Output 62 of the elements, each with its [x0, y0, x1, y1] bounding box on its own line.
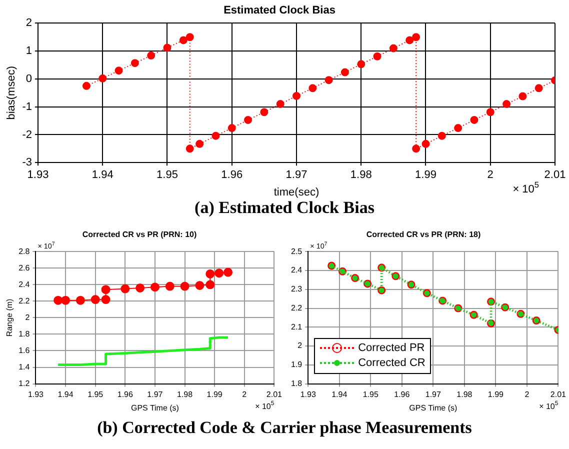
y-tick-label: 1.2: [18, 379, 30, 388]
x-tick-label: 1.97: [147, 390, 164, 399]
chart-title: Estimated Clock Bias: [224, 4, 336, 17]
x-tick-label: 1.94: [332, 390, 348, 399]
x-tick-label: 1.94: [92, 169, 114, 182]
legend-label: Corrected PR: [358, 340, 425, 356]
x-tick-label: 1.99: [415, 169, 436, 182]
y-tick-label: 1: [26, 45, 32, 58]
x-tick-label: 1.95: [88, 390, 104, 399]
x-tick-label: 2: [487, 169, 494, 182]
x-tick-label: 1.95: [362, 390, 379, 399]
y-axis-title: Range (m): [5, 298, 14, 337]
x-tick-label: 1.93: [27, 169, 49, 182]
y-tick-label: 2.2: [18, 296, 30, 306]
y-tick-label: -1: [22, 100, 32, 113]
x-tick-label: 1.93: [300, 390, 316, 399]
x-tick-label: 2.01: [266, 390, 283, 399]
y-tick-label: 1.9: [290, 360, 303, 370]
y-tick-label: -3: [22, 156, 32, 169]
x-axis-title: time(sec): [274, 186, 320, 198]
x-tick-label: 2.01: [550, 390, 567, 399]
x-tick-label: 2: [524, 390, 530, 399]
y-tick-label: 2: [298, 341, 303, 350]
chart-title: Corrected CR vs PR (PRN: 10): [82, 230, 197, 240]
y-tick-label: 1.8: [18, 329, 30, 338]
x-tick-label: 1.99: [488, 390, 504, 399]
x-tick-label: 1.98: [176, 390, 194, 399]
y-tick-label: 1.4: [18, 362, 30, 372]
y-tick-label: 2.6: [18, 263, 30, 272]
y-tick-label: 2.2: [290, 303, 303, 312]
x-tick-label: 1.98: [350, 169, 372, 182]
x-tick-label: 1.96: [221, 169, 243, 182]
x-axis-title: GPS Time (s): [409, 403, 458, 412]
y-tick-label: 2: [25, 312, 30, 322]
x-tick-label: 1.96: [394, 390, 410, 399]
y-tick-label: 2.8: [18, 246, 30, 256]
y-tick-label: 2: [26, 17, 32, 30]
x-tick-label: 1.95: [156, 169, 178, 182]
y-tick-label: 2.1: [290, 322, 303, 332]
y-tick-label: 1.6: [18, 346, 30, 355]
x-axis-title: GPS Time (s): [130, 403, 180, 412]
x-tick-label: 2.01: [544, 169, 566, 182]
x-tick-label: 1.98: [456, 390, 473, 399]
x-tick-label: 1.93: [28, 390, 44, 399]
y-tick-label: 1.8: [290, 379, 303, 388]
x-tick-label: 2: [242, 390, 248, 399]
legend-label: Corrected CR: [358, 356, 426, 371]
y-tick-label: -2: [22, 128, 32, 141]
x-tick-label: 1.96: [117, 390, 134, 399]
y-tick-label: 2.4: [290, 266, 303, 275]
text: (b) Corrected Code & Carrier phase Measurements: [96, 418, 473, 438]
chart-title: Corrected CR vs PR (PRN: 18): [366, 230, 481, 240]
x-tick-label: 1.99: [206, 390, 223, 399]
y-axis-title: bias(msec): [6, 66, 18, 120]
x-tick-label: 1.97: [286, 169, 308, 182]
x-tick-label: 1.94: [58, 390, 74, 399]
y-tick-label: 2.3: [290, 284, 303, 294]
y-tick-label: 2.4: [18, 280, 30, 289]
text: (a) Estimated Clock Bias: [194, 198, 376, 218]
y-tick-label: 2.5: [290, 246, 303, 256]
x-tick-label: 1.97: [425, 390, 442, 399]
y-tick-label: 0: [26, 72, 32, 85]
